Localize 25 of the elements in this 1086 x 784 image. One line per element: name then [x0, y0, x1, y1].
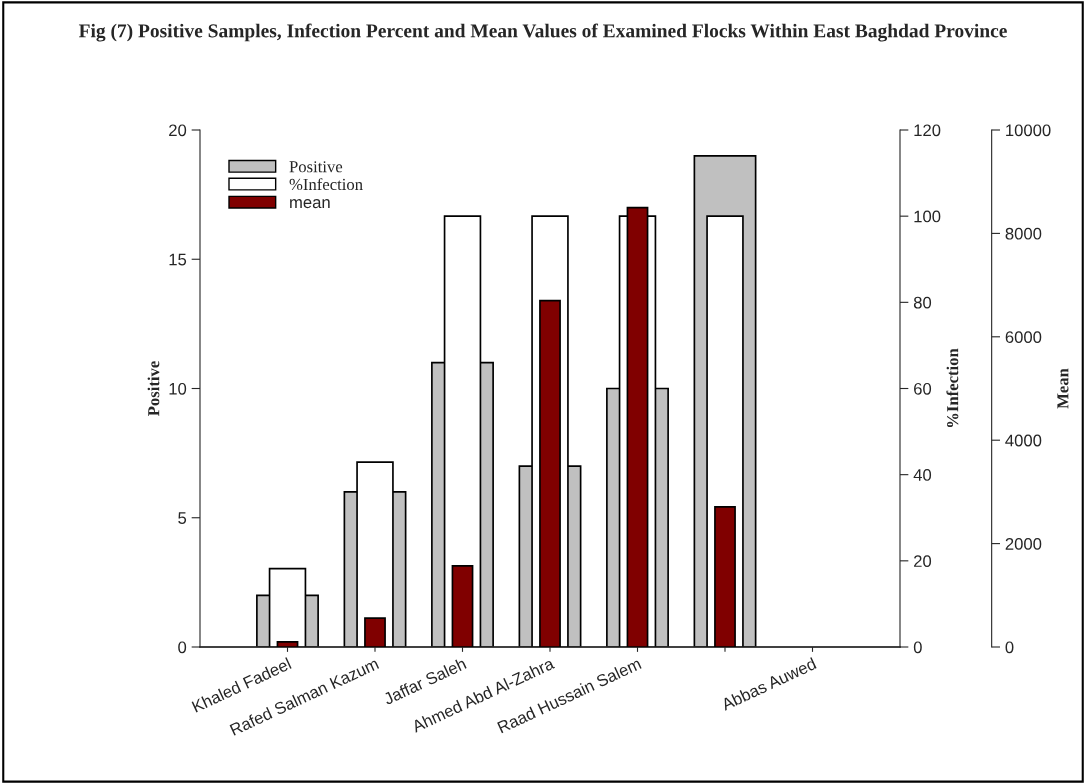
legend-label: mean	[290, 199, 330, 209]
y-tick-label: 20	[169, 124, 187, 137]
y2-tick-label: 80	[913, 296, 932, 309]
y3-tick-label: 6000	[1005, 331, 1042, 343]
y-tick-label: 10	[169, 382, 187, 395]
y3-tick-label: 4000	[1005, 434, 1042, 447]
y2-tick-label: 100	[914, 210, 941, 223]
y2-tick-label: 120	[914, 124, 941, 137]
y2-axis-title: %Infection	[946, 348, 959, 428]
y2-tick-label: 20	[914, 555, 932, 568]
y2-tick-label: 40	[913, 469, 932, 481]
legend-label: %Infection	[289, 178, 363, 191]
y-axis-title: Positive	[147, 361, 160, 416]
y3-tick-label: 0	[1005, 641, 1014, 654]
chart-title: Fig (7) Positive Samples, Infection Percent and Mean Values of Examined Flocks Within East Baghdad Province	[78, 23, 1007, 42]
legend-label: Positive	[289, 161, 343, 173]
y3-tick-label: 10000	[1006, 124, 1051, 137]
y3-tick-label: 2000	[1005, 538, 1042, 550]
y-tick-label: 15	[169, 253, 187, 266]
y2-tick-label: 60	[914, 382, 932, 395]
y3-axis-title: Mean	[1057, 368, 1069, 409]
y-tick-label: 0	[178, 641, 187, 654]
y2-tick-label: 0	[913, 641, 922, 654]
y-tick-label: 5	[178, 512, 187, 524]
y3-tick-label: 8000	[1005, 227, 1042, 240]
